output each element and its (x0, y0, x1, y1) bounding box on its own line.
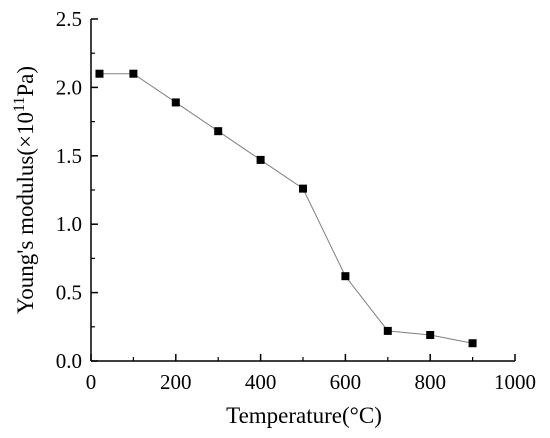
data-point-marker (256, 155, 265, 164)
x-tick-label: 0 (86, 370, 97, 394)
y-tick-label: 2.5 (56, 7, 82, 31)
data-point-marker (468, 339, 477, 348)
series-line (99, 73, 473, 344)
y-axis-title-main: Young's modulus(×10 (13, 112, 38, 314)
data-point-marker (95, 69, 104, 78)
data-point-marker (129, 69, 138, 78)
y-tick-label: 1.0 (56, 212, 82, 236)
data-point-marker (299, 184, 307, 193)
y-tick-label: 1.5 (56, 144, 82, 168)
data-point-marker (171, 98, 180, 107)
data-point-marker (214, 127, 223, 136)
data-point-marker (383, 326, 392, 335)
y-tick-label: 2.0 (56, 75, 82, 99)
x-tick-label: 800 (414, 370, 446, 394)
y-axis-ticks: 0.0 0.5 1.0 1.5 2.0 2.5 (56, 7, 98, 373)
x-tick-label: 600 (330, 370, 362, 394)
y-axis-title: Young's modulus(×1011Pa) (11, 66, 38, 314)
y-axis-title-exponent: 11 (11, 97, 28, 112)
data-point-marker (426, 331, 435, 340)
x-tick-label: 400 (245, 370, 277, 394)
x-tick-label: 200 (160, 370, 192, 394)
x-axis-ticks: 0 200 400 600 800 1000 (86, 354, 536, 394)
series-line-group (99, 73, 473, 344)
x-axis-title: Temperature(°C) (226, 403, 382, 428)
series-markers-group (95, 69, 477, 348)
x-tick-label: 1000 (494, 370, 536, 394)
y-axis-title-unit: Pa) (13, 66, 38, 97)
y-tick-label: 0.0 (56, 349, 82, 373)
data-point-marker (341, 272, 350, 281)
y-tick-label: 0.5 (56, 281, 82, 305)
